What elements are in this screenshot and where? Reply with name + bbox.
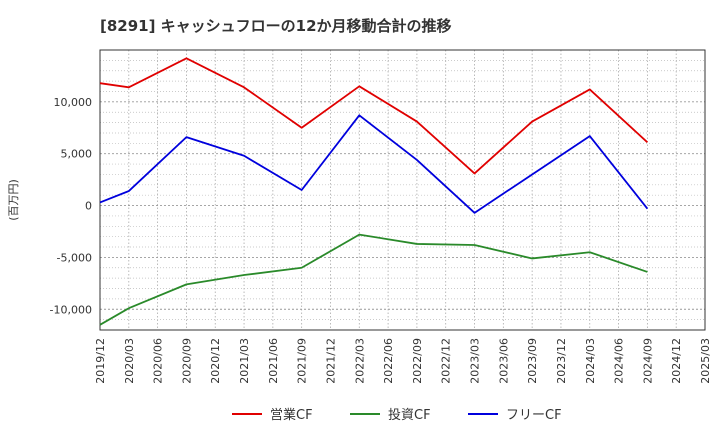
x-tick-label: 2024/09 — [641, 338, 654, 384]
series-line — [99, 233, 648, 326]
y-tick-label: -5,000 — [57, 251, 92, 264]
x-tick-label: 2022/09 — [411, 338, 424, 384]
x-tick-label: 2021/06 — [267, 338, 280, 384]
x-tick-label: 2019/12 — [94, 338, 107, 384]
x-tick-label: 2020/06 — [152, 338, 165, 384]
x-tick-label: 2021/03 — [238, 338, 251, 384]
x-tick-label: 2023/12 — [555, 338, 568, 384]
x-tick-label: 2024/12 — [670, 338, 683, 384]
y-tick-label: 0 — [85, 200, 92, 213]
chart-title: [8291] キャッシュフローの12か月移動合計の推移 — [100, 17, 452, 35]
plot-frame — [99, 49, 706, 331]
legend-label: フリーCF — [506, 408, 562, 423]
x-tick-label: 2023/03 — [469, 338, 482, 384]
x-tick-label: 2022/12 — [440, 338, 453, 384]
legend-label: 営業CF — [270, 407, 313, 423]
plot-area: -10,000 -5,000 0 5,000 10,000 2019/12 2020/03 2… — [50, 49, 712, 384]
x-tick-label: 2020/03 — [123, 338, 136, 384]
x-tick-label: 2022/06 — [382, 338, 395, 384]
x-tick-label: 2024/03 — [584, 338, 597, 384]
plot-background — [100, 50, 705, 330]
x-tick-label: 2021/12 — [324, 338, 337, 384]
y-tick-label: 5,000 — [61, 148, 93, 161]
y-tick-label: 10,000 — [54, 96, 93, 109]
x-tick-label: 2024/06 — [613, 338, 626, 384]
legend-label: 投資CF — [388, 407, 431, 423]
legend: 営業CF 投資CF フリーCF — [232, 407, 562, 423]
x-tick-label: 2020/09 — [180, 338, 193, 384]
x-tick-label: 2020/12 — [209, 338, 222, 384]
x-tick-label: 2023/06 — [497, 338, 510, 384]
y-axis-label: (百万円) — [7, 179, 20, 221]
series-line — [99, 57, 648, 175]
y-tick-label: -10,000 — [50, 303, 92, 316]
series-line — [99, 114, 649, 214]
x-tick-label: 2021/09 — [296, 338, 309, 384]
x-tick-label: 2025/03 — [699, 338, 712, 384]
x-tick-label: 2022/03 — [353, 338, 366, 384]
x-tick-label: 2023/09 — [526, 338, 539, 384]
